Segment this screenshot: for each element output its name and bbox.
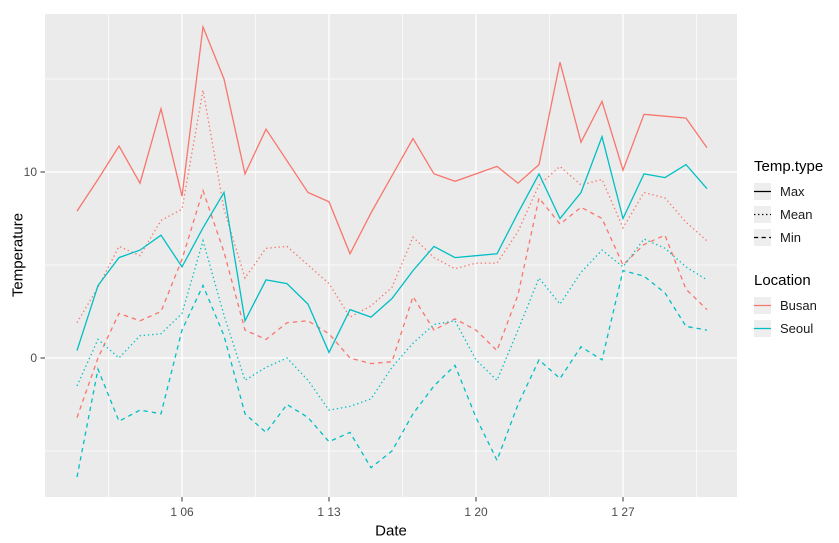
y-tick-label: 0 <box>30 351 37 365</box>
legend-item-busan: Busan <box>754 297 823 314</box>
legend-item-mean: Mean <box>754 206 823 223</box>
plot-line-busan-mean <box>76 90 708 324</box>
seoul-color-key-icon <box>754 320 771 337</box>
plot-line-seoul-min <box>76 269 708 478</box>
plot-line-seoul-max <box>76 134 708 354</box>
legend-item-min: Min <box>754 229 823 246</box>
plot-panel <box>45 14 737 497</box>
legend-item-label: Min <box>780 230 801 245</box>
y-axis-title: Temperature <box>9 212 27 298</box>
x-tick-label: 1 06 <box>170 505 194 519</box>
plot-line-seoul-mean <box>76 238 708 411</box>
legend-item-label: Mean <box>780 207 813 222</box>
busan-color-key-icon <box>754 297 771 314</box>
x-tick-label: 1 20 <box>464 505 488 519</box>
plot-line-busan-min <box>76 188 708 418</box>
y-tick-label: 10 <box>24 165 38 179</box>
legend-temp-type-title: Temp.type <box>754 158 824 175</box>
legend: Temp.type Max Mean Min Loca <box>754 158 823 363</box>
plot-line-busan-max <box>76 24 708 256</box>
legend-location-section: Location Busan Seoul <box>754 272 823 337</box>
x-tick-label: 1 27 <box>611 505 635 519</box>
legend-item-max: Max <box>754 183 823 200</box>
legend-item-label: Max <box>780 184 805 199</box>
x-tick-label: 1 13 <box>317 505 341 519</box>
x-axis-title: Date <box>375 522 407 540</box>
linetype-dashed-key-icon <box>754 229 771 246</box>
legend-location-title: Location <box>754 272 811 289</box>
legend-item-label: Seoul <box>780 321 814 336</box>
legend-item-label: Busan <box>780 298 817 313</box>
legend-temp-type-section: Temp.type Max Mean Min <box>754 158 823 246</box>
linetype-dotted-key-icon <box>754 206 771 223</box>
linetype-solid-key-icon <box>754 183 771 200</box>
legend-item-seoul: Seoul <box>754 320 823 337</box>
